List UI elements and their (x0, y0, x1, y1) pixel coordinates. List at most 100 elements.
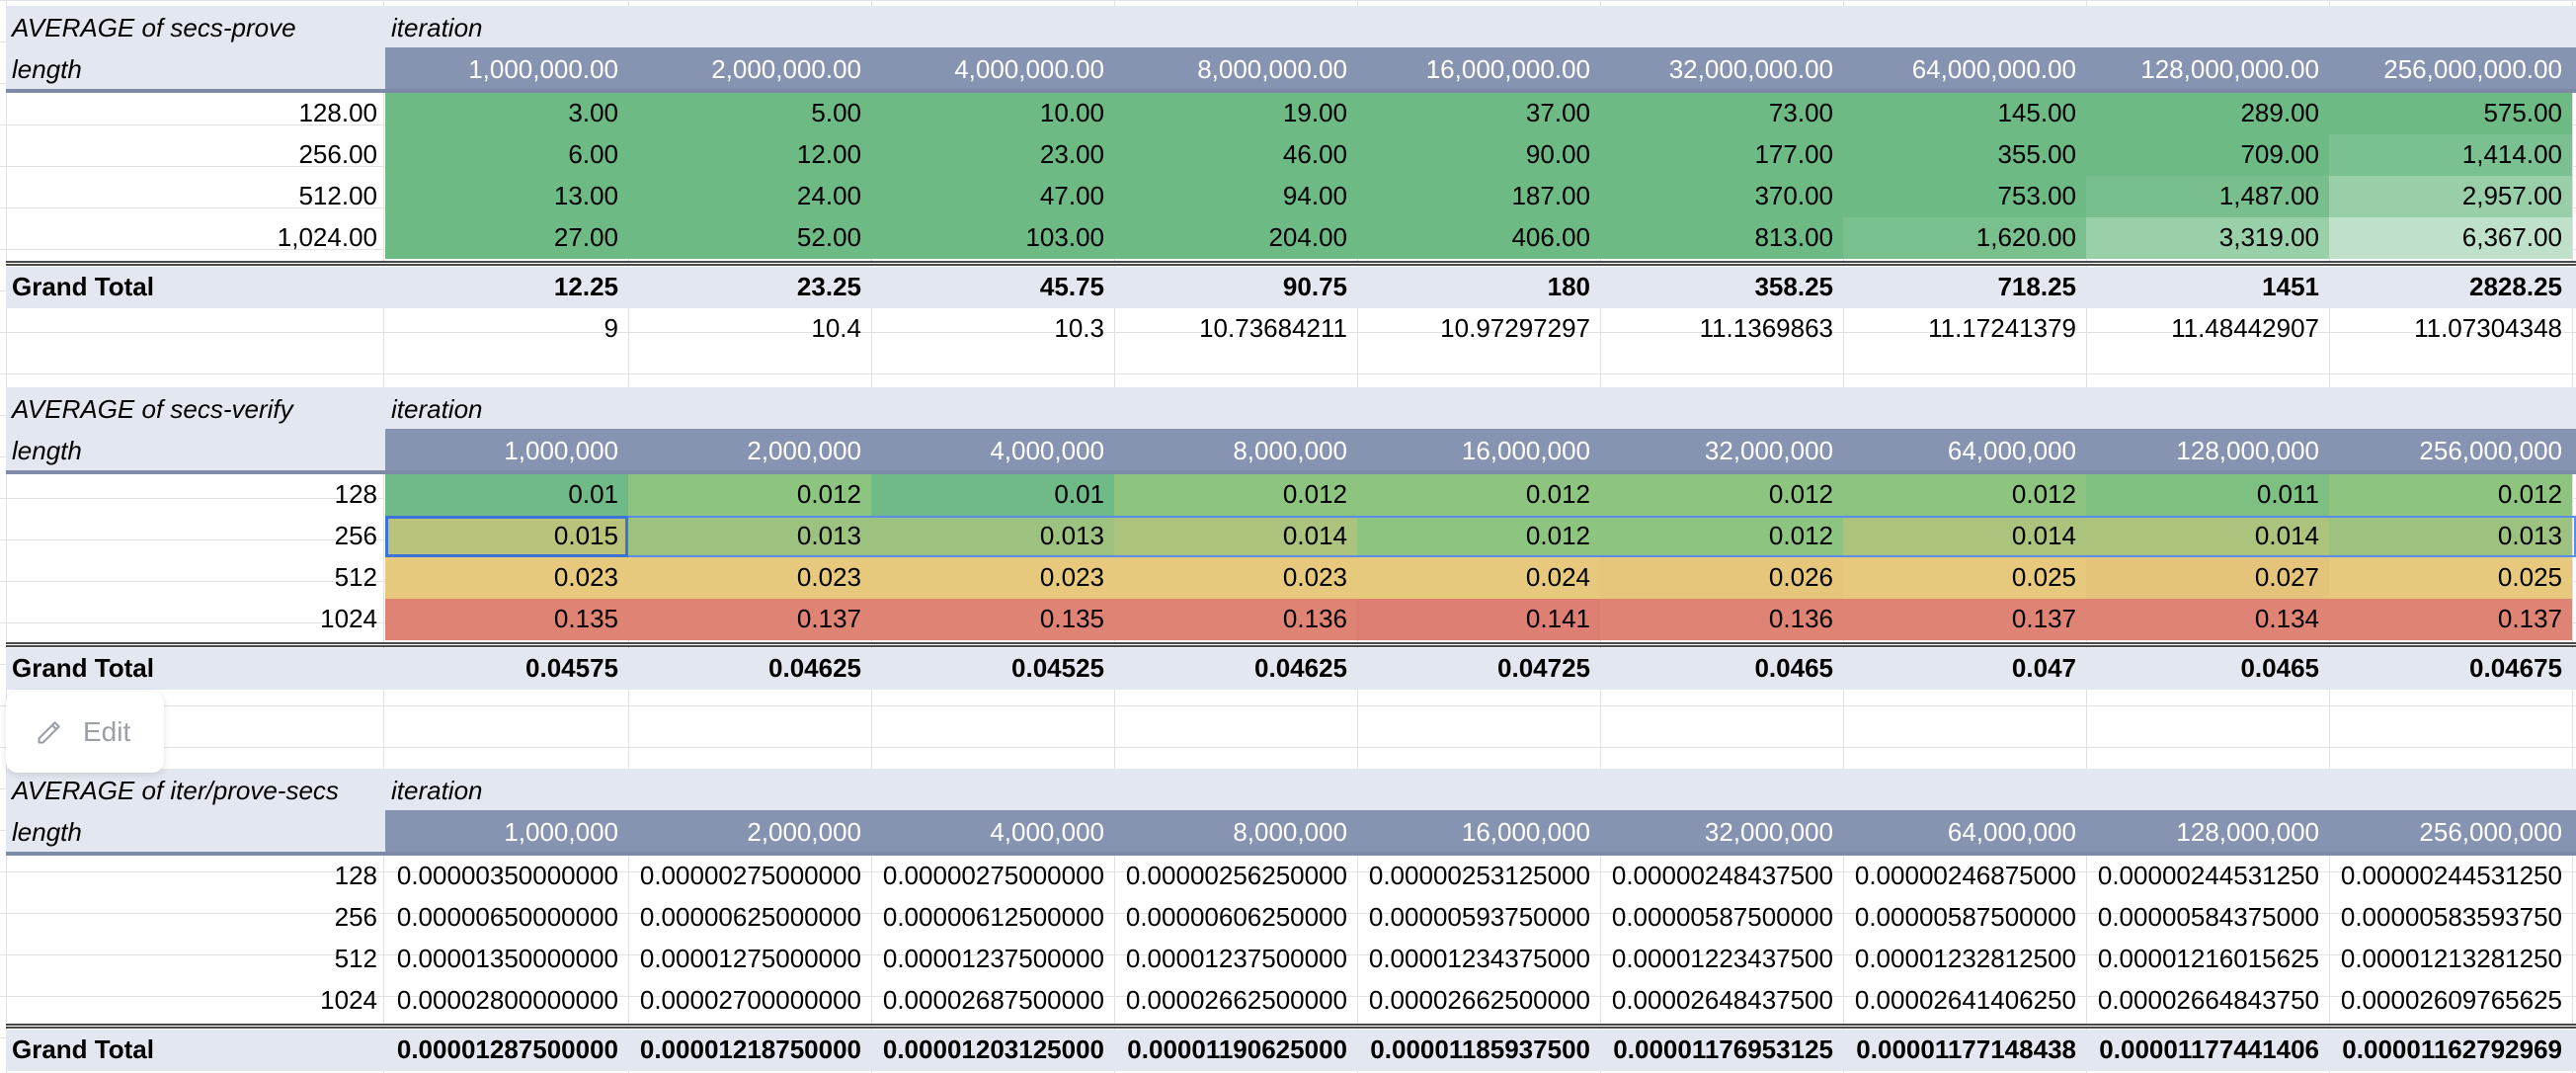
pivot_verify-grand-total-cell[interactable]: 0.04525 (1011, 653, 1104, 683)
pivot_iter-cell[interactable]: 0.00000275000000 (882, 861, 1104, 890)
pivot_prove-cell[interactable]: 204.00 (1268, 222, 1347, 252)
pivot_verify-column-header[interactable]: 16,000,000 (1461, 436, 1590, 465)
pivot_verify-cell[interactable]: 0.012 (1768, 521, 1833, 550)
pivot_verify-row-label[interactable]: 1024 (320, 604, 377, 633)
pivot_iter-cell[interactable]: 0.00001237500000 (882, 944, 1104, 973)
pivot_prove-cell[interactable]: 145.00 (1997, 98, 2076, 127)
pivot_verify-row-label[interactable]: 128 (334, 479, 377, 509)
pivot_iter-cell[interactable]: 0.00000248437500 (1611, 861, 1833, 890)
pivot_verify-grand-total-label[interactable]: Grand Total (12, 653, 154, 683)
active-cell-outline[interactable] (385, 516, 628, 557)
pivot_prove-row-field[interactable]: length (12, 54, 82, 84)
pivot_iter-cell[interactable]: 0.00001234375000 (1368, 944, 1590, 973)
pivot_prove-grand-total-label[interactable]: Grand Total (12, 272, 154, 301)
pivot_verify-cell[interactable]: 0.012 (1768, 479, 1833, 509)
pivot_verify-cell[interactable]: 0.014 (2254, 521, 2319, 550)
edit-button[interactable]: Edit (6, 692, 164, 773)
pivot_verify-cell[interactable]: 0.137 (796, 604, 861, 633)
pivot_iter-column-header[interactable]: 16,000,000 (1461, 817, 1590, 847)
pivot_iter-cell[interactable]: 0.00001216015625 (2097, 944, 2319, 973)
pivot_iter-column-header[interactable]: 4,000,000 (990, 817, 1104, 847)
pivot_iter-column-header[interactable]: 256,000,000 (2419, 817, 2562, 847)
pivot_verify-cell[interactable]: 0.026 (1768, 562, 1833, 592)
pivot_verify-cell[interactable]: 0.023 (1282, 562, 1347, 592)
pivot_prove-column-field[interactable]: iteration (391, 13, 483, 42)
pivot_iter-cell[interactable]: 0.00002800000000 (396, 985, 618, 1015)
pivot_prove-cell[interactable]: 6,367.00 (2461, 222, 2562, 252)
pivot_iter-cell[interactable]: 0.00002648437500 (1611, 985, 1833, 1015)
pivot_verify-column-field[interactable]: iteration (391, 394, 483, 424)
pivot_iter-cell[interactable]: 0.00001275000000 (639, 944, 861, 973)
pivot_verify-cell[interactable]: 0.012 (1525, 521, 1590, 550)
pivot_iter-column-header[interactable]: 2,000,000 (747, 817, 861, 847)
pivot_verify-grand-total-cell[interactable]: 0.04575 (525, 653, 618, 683)
pivot_iter-cell[interactable]: 0.00000246875000 (1854, 861, 2076, 890)
pivot_iter-cell[interactable]: 0.00000584375000 (2097, 902, 2319, 932)
pivot_prove-cell[interactable]: 27.00 (553, 222, 618, 252)
pivot_prove-ratio-cell[interactable]: 11.1369863 (1699, 313, 1833, 343)
pivot_prove-grand-total-cell[interactable]: 718.25 (1997, 272, 2076, 301)
pivot_iter-cell[interactable]: 0.00002662500000 (1125, 985, 1347, 1015)
pivot_iter-cell[interactable]: 0.00001213281250 (2340, 944, 2562, 973)
pivot_prove-cell[interactable]: 46.00 (1282, 139, 1347, 169)
pivot_verify-column-header[interactable]: 128,000,000 (2176, 436, 2319, 465)
pivot_verify-row-label[interactable]: 256 (334, 521, 377, 550)
pivot_iter-grand-total-cell[interactable]: 0.00001287500000 (396, 1034, 618, 1064)
pivot_verify-cell[interactable]: 0.135 (553, 604, 618, 633)
pivot_prove-cell[interactable]: 3,319.00 (2218, 222, 2319, 252)
pivot_verify-column-header[interactable]: 8,000,000 (1233, 436, 1347, 465)
pivot_prove-cell[interactable]: 177.00 (1754, 139, 1833, 169)
pivot_prove-title[interactable]: AVERAGE of secs-prove (12, 13, 296, 42)
pivot_iter-row-label[interactable]: 256 (334, 902, 377, 932)
pivot_prove-grand-total-cell[interactable]: 90.75 (1282, 272, 1347, 301)
pivot_prove-row-label[interactable]: 256.00 (298, 139, 377, 169)
pivot_prove-column-header[interactable]: 2,000,000.00 (711, 54, 861, 84)
pivot_verify-grand-total-cell[interactable]: 0.04725 (1497, 653, 1590, 683)
pivot_verify-cell[interactable]: 0.025 (2011, 562, 2076, 592)
pivot_iter-column-header[interactable]: 8,000,000 (1233, 817, 1347, 847)
pivot_verify-cell[interactable]: 0.134 (2254, 604, 2319, 633)
pivot_verify-cell[interactable]: 0.011 (2256, 479, 2319, 509)
pivot_verify-cell[interactable]: 0.013 (1039, 521, 1104, 550)
pivot_iter-cell[interactable]: 0.00000587500000 (1611, 902, 1833, 932)
pivot_verify-column-header[interactable]: 2,000,000 (747, 436, 861, 465)
pivot_iter-cell[interactable]: 0.00000625000000 (639, 902, 861, 932)
pivot_verify-grand-total-cell[interactable]: 0.04625 (768, 653, 861, 683)
pivot_verify-cell[interactable]: 0.024 (1525, 562, 1590, 592)
pivot_iter-row-field[interactable]: length (12, 817, 82, 847)
pivot_verify-cell[interactable]: 0.023 (796, 562, 861, 592)
pivot_iter-grand-total-cell[interactable]: 0.00001190625000 (1127, 1034, 1347, 1064)
pivot_iter-cell[interactable]: 0.00001223437500 (1611, 944, 1833, 973)
pivot_iter-grand-total-cell[interactable]: 0.00001162792969 (2342, 1034, 2562, 1064)
pivot_verify-grand-total-cell[interactable]: 0.0465 (1754, 653, 1833, 683)
pivot_iter-cell[interactable]: 0.00002662500000 (1368, 985, 1590, 1015)
pivot_prove-cell[interactable]: 6.00 (568, 139, 618, 169)
pivot_verify-cell[interactable]: 0.012 (2497, 479, 2562, 509)
pivot_verify-cell[interactable]: 0.012 (2011, 479, 2076, 509)
pivot_iter-cell[interactable]: 0.00001232812500 (1854, 944, 2076, 973)
pivot_prove-cell[interactable]: 575.00 (2483, 98, 2562, 127)
pivot_iter-grand-total-label[interactable]: Grand Total (12, 1034, 154, 1064)
pivot_prove-cell[interactable]: 370.00 (1754, 181, 1833, 210)
pivot_iter-column-header[interactable]: 32,000,000 (1704, 817, 1833, 847)
pivot_verify-row-field[interactable]: length (12, 436, 82, 465)
pivot_iter-cell[interactable]: 0.00000612500000 (882, 902, 1104, 932)
pivot_verify-grand-total-cell[interactable]: 0.0465 (2240, 653, 2319, 683)
pivot_iter-cell[interactable]: 0.00000350000000 (396, 861, 618, 890)
pivot_iter-cell[interactable]: 0.00000256250000 (1125, 861, 1347, 890)
pivot_verify-column-header[interactable]: 1,000,000 (504, 436, 618, 465)
pivot_iter-cell[interactable]: 0.00000275000000 (639, 861, 861, 890)
pivot_prove-row-label[interactable]: 512.00 (298, 181, 377, 210)
pivot_prove-column-header[interactable]: 8,000,000.00 (1197, 54, 1347, 84)
pivot_prove-column-header[interactable]: 1,000,000.00 (468, 54, 618, 84)
pivot_iter-grand-total-cell[interactable]: 0.00001176953125 (1613, 1034, 1833, 1064)
pivot_prove-cell[interactable]: 19.00 (1282, 98, 1347, 127)
pivot_iter-cell[interactable]: 0.00001350000000 (396, 944, 618, 973)
pivot_prove-cell[interactable]: 1,414.00 (2461, 139, 2562, 169)
pivot_prove-column-header[interactable]: 256,000,000.00 (2383, 54, 2562, 84)
pivot_verify-title[interactable]: AVERAGE of secs-verify (12, 394, 293, 424)
pivot_prove-column-header[interactable]: 128,000,000.00 (2140, 54, 2319, 84)
pivot_verify-cell[interactable]: 0.025 (2497, 562, 2562, 592)
pivot_iter-cell[interactable]: 0.00000244531250 (2097, 861, 2319, 890)
